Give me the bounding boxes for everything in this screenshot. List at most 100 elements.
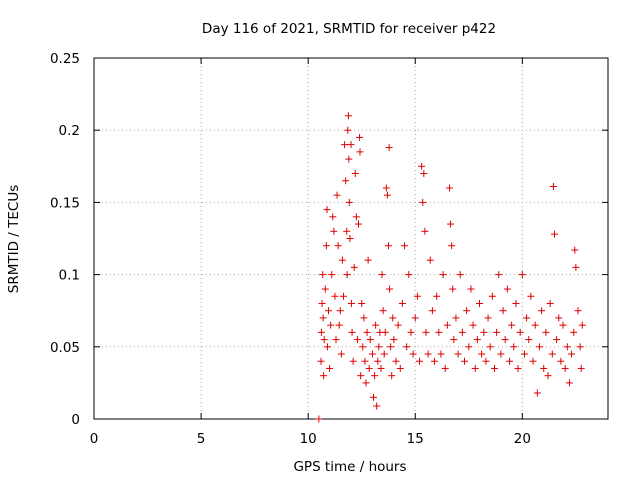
data-point xyxy=(375,343,383,351)
data-point xyxy=(357,372,365,380)
data-point xyxy=(535,343,543,351)
data-point xyxy=(389,314,397,322)
data-point xyxy=(371,372,379,380)
y-axis-label: SRMTID / TECUs xyxy=(6,185,22,293)
data-point xyxy=(454,350,462,358)
data-point xyxy=(315,415,323,423)
data-point xyxy=(561,364,569,372)
x-tick-label: 20 xyxy=(514,431,531,447)
data-point xyxy=(578,321,586,329)
data-point xyxy=(353,336,361,344)
data-point xyxy=(518,271,526,279)
data-point xyxy=(461,357,469,365)
data-point xyxy=(428,307,436,315)
y-tick-label: 0.05 xyxy=(50,340,80,356)
data-point xyxy=(448,242,456,250)
data-point xyxy=(443,321,451,329)
data-point xyxy=(493,328,501,336)
data-point xyxy=(549,183,557,191)
data-point xyxy=(378,271,386,279)
x-tick-label: 15 xyxy=(407,431,424,447)
data-point xyxy=(452,314,460,322)
data-point xyxy=(317,357,325,365)
data-point xyxy=(473,336,481,344)
data-point xyxy=(553,336,561,344)
data-point xyxy=(365,364,373,372)
data-point xyxy=(508,321,516,329)
data-point xyxy=(344,112,352,120)
data-point xyxy=(510,343,518,351)
data-point xyxy=(523,314,531,322)
data-point xyxy=(345,155,353,163)
data-point xyxy=(529,357,537,365)
data-point xyxy=(525,336,533,344)
data-point xyxy=(361,357,369,365)
data-point xyxy=(533,389,541,397)
data-point xyxy=(344,126,352,134)
x-axis-label: GPS time / hours xyxy=(293,459,406,475)
data-point xyxy=(456,271,464,279)
data-point xyxy=(559,321,567,329)
data-point xyxy=(334,242,342,250)
data-point xyxy=(557,357,565,365)
data-point xyxy=(441,364,449,372)
data-point xyxy=(458,328,466,336)
y-tick-label: 0.1 xyxy=(59,268,80,284)
data-point xyxy=(490,364,498,372)
data-point xyxy=(359,343,367,351)
data-point xyxy=(520,350,528,358)
data-point xyxy=(463,307,471,315)
data-point xyxy=(396,364,404,372)
data-point xyxy=(320,336,328,344)
data-point xyxy=(499,307,507,315)
data-point xyxy=(380,350,388,358)
data-point xyxy=(377,364,385,372)
data-point xyxy=(419,198,427,206)
data-point xyxy=(405,271,413,279)
data-point xyxy=(369,393,377,401)
data-point xyxy=(538,307,546,315)
data-point xyxy=(347,141,355,149)
data-point xyxy=(347,299,355,307)
data-point xyxy=(343,271,351,279)
data-point xyxy=(548,350,556,358)
data-point xyxy=(465,343,473,351)
data-point xyxy=(328,271,336,279)
data-point xyxy=(388,372,396,380)
data-point xyxy=(343,227,351,235)
data-point xyxy=(488,292,496,300)
data-point xyxy=(422,328,430,336)
data-point xyxy=(555,314,563,322)
data-point xyxy=(333,191,341,199)
data-point xyxy=(352,213,360,221)
y-tick-label: 0.15 xyxy=(50,195,80,211)
data-point xyxy=(356,133,364,141)
data-point xyxy=(356,148,364,156)
data-point xyxy=(329,213,337,221)
data-point xyxy=(319,271,327,279)
data-point xyxy=(364,256,372,264)
data-point xyxy=(345,198,353,206)
data-point xyxy=(394,321,402,329)
data-point xyxy=(544,372,552,380)
data-point xyxy=(362,379,370,387)
data-point xyxy=(418,162,426,170)
data-point xyxy=(482,357,490,365)
data-point xyxy=(516,328,524,336)
data-point xyxy=(351,170,359,178)
data-point xyxy=(360,314,368,322)
data-point xyxy=(439,271,447,279)
data-point xyxy=(505,357,513,365)
y-axis-ticks: 0 0.05 0.1 0.15 0.2 0.25 xyxy=(50,51,608,428)
data-point xyxy=(317,328,325,336)
data-point xyxy=(484,314,492,322)
y-tick-label: 0.2 xyxy=(59,123,80,139)
data-point xyxy=(379,307,387,315)
x-tick-label: 10 xyxy=(300,431,317,447)
data-point xyxy=(385,144,393,152)
data-point xyxy=(322,242,330,250)
data-point xyxy=(449,285,457,293)
data-point xyxy=(469,321,477,329)
data-point xyxy=(512,299,520,307)
data-point xyxy=(346,235,354,242)
